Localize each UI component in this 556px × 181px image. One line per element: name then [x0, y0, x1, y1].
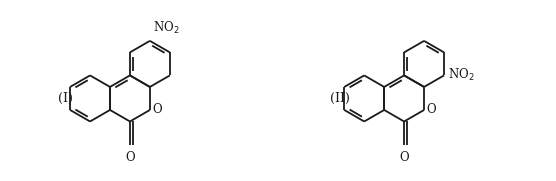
Text: O: O	[125, 151, 135, 164]
Text: (I): (I)	[58, 92, 73, 105]
Text: NO$_2$: NO$_2$	[448, 67, 475, 83]
Text: O: O	[152, 104, 162, 116]
Text: (II): (II)	[330, 92, 350, 105]
Text: O: O	[426, 104, 436, 116]
Text: O: O	[399, 151, 409, 164]
Text: NO$_2$: NO$_2$	[153, 20, 179, 37]
